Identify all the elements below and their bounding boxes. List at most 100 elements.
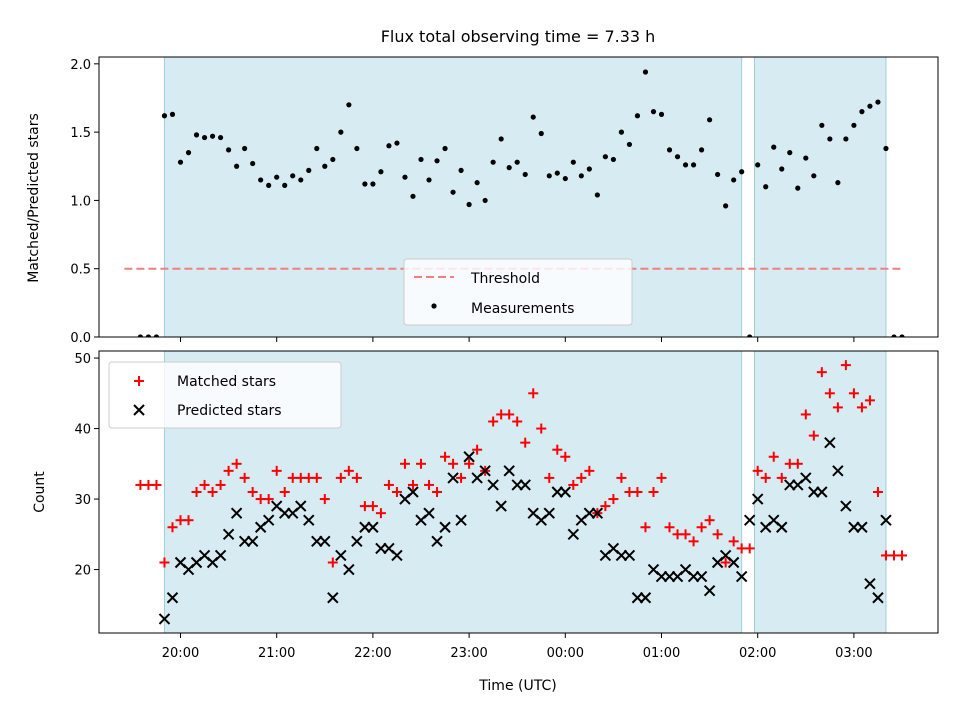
predicted-star-point bbox=[751, 493, 764, 505]
matched-star-point bbox=[752, 465, 763, 476]
measurement-point bbox=[314, 145, 320, 152]
matched-star-point bbox=[440, 451, 451, 462]
legend-measurement-label: Measurements bbox=[471, 301, 574, 317]
matched-star-point bbox=[528, 388, 539, 399]
measurement-point bbox=[450, 189, 456, 195]
matched-star-point bbox=[656, 472, 667, 483]
predicted-star-point bbox=[431, 535, 443, 548]
predicted-star-point bbox=[166, 592, 179, 604]
measurement-point bbox=[715, 171, 721, 178]
matched-star-point bbox=[800, 409, 811, 420]
matched-star-point bbox=[416, 458, 426, 469]
matched-star-point bbox=[696, 522, 707, 533]
matched-star-point bbox=[520, 437, 531, 448]
measurement-point bbox=[306, 167, 312, 173]
matched-star-point bbox=[279, 487, 290, 497]
matched-star-point bbox=[239, 472, 250, 483]
measurement-point bbox=[819, 122, 825, 128]
matched-star-point bbox=[407, 479, 418, 490]
measurement-point bbox=[434, 158, 440, 164]
matched-star-point bbox=[151, 479, 162, 490]
predicted-star-point bbox=[727, 556, 740, 569]
predicted-star-point bbox=[230, 507, 243, 519]
predicted-star-point bbox=[567, 528, 580, 541]
measurement-point bbox=[586, 166, 592, 172]
predicted-star-point bbox=[327, 592, 339, 604]
predicted-star-point bbox=[335, 549, 347, 562]
measurement-point bbox=[538, 130, 544, 137]
matched-star-point bbox=[824, 388, 835, 399]
matched-star-point bbox=[464, 458, 475, 469]
measurement-point bbox=[514, 159, 520, 165]
predicted-star-point bbox=[367, 521, 379, 533]
predicted-star-point bbox=[800, 472, 812, 484]
matched-star-point bbox=[399, 458, 410, 469]
measurement-point bbox=[402, 174, 408, 180]
matched-star-point bbox=[728, 536, 739, 547]
measurement-point bbox=[795, 185, 801, 191]
legend-threshold-label: Threshold bbox=[470, 271, 540, 287]
predicted-star-point bbox=[407, 486, 419, 498]
legend-matched-swatch bbox=[134, 376, 144, 386]
measurement-point bbox=[370, 181, 376, 187]
matched-star-point bbox=[448, 458, 459, 469]
predicted-star-point bbox=[832, 465, 844, 477]
matched-star-point bbox=[335, 472, 346, 483]
x-tick-label: 03:00 bbox=[835, 646, 872, 661]
measurement-point bbox=[153, 334, 160, 337]
measurement-point bbox=[426, 177, 432, 183]
measurement-point bbox=[787, 150, 793, 156]
predicted-star-point bbox=[743, 514, 756, 526]
measurement-point bbox=[274, 174, 280, 180]
x-tick-label: 02:00 bbox=[739, 646, 776, 661]
predicted-star-point bbox=[319, 535, 331, 548]
measurement-point bbox=[234, 163, 240, 169]
matched-star-point bbox=[560, 451, 571, 462]
measurement-point bbox=[634, 113, 641, 119]
matched-star-point bbox=[856, 402, 867, 413]
matched-star-point bbox=[848, 388, 859, 399]
predicted-star-point bbox=[246, 535, 259, 548]
measurement-point bbox=[506, 165, 512, 171]
matched-star-point bbox=[832, 402, 843, 413]
bottom-y-axis-label: Count bbox=[32, 471, 48, 513]
measurement-point bbox=[258, 177, 264, 183]
matched-star-point bbox=[632, 487, 643, 497]
measurement-point bbox=[859, 109, 865, 115]
panel-frame bbox=[98, 350, 939, 634]
matched-star-point bbox=[568, 479, 579, 490]
y-tick-label: 0.0 bbox=[70, 331, 91, 346]
y-tick-label: 30 bbox=[74, 493, 91, 508]
measurement-point bbox=[843, 136, 849, 142]
matched-star-point bbox=[512, 416, 523, 427]
bottom-panel: 20 30 40 50 20:00 21:00 22:00 23:00 00:00 01:00 02… bbox=[74, 350, 939, 661]
matched-star-point bbox=[816, 367, 827, 378]
panel-frame bbox=[98, 56, 939, 338]
measurement-point bbox=[779, 166, 785, 172]
measurement-point bbox=[386, 143, 392, 149]
top-panel: 0.0 0.5 1.0 1.5 2.0 Threshold Measurements bbox=[70, 56, 939, 346]
predicted-star-point bbox=[840, 500, 852, 512]
measurement-point bbox=[602, 154, 608, 160]
y-tick-label: 1.5 bbox=[70, 126, 91, 141]
matched-star-point bbox=[424, 479, 435, 490]
measurement-point bbox=[161, 113, 168, 119]
measurement-point bbox=[201, 134, 208, 141]
matched-star-point bbox=[616, 472, 627, 483]
matched-star-point bbox=[319, 494, 330, 505]
matched-star-point bbox=[327, 557, 338, 568]
legend-box bbox=[403, 258, 633, 326]
measurement-point bbox=[474, 180, 480, 186]
x-tick-label: 20:00 bbox=[162, 646, 199, 661]
matched-star-point bbox=[768, 451, 779, 462]
measurement-point bbox=[546, 173, 552, 179]
observing-window bbox=[753, 57, 887, 337]
measurement-point bbox=[723, 203, 729, 209]
matched-star-point bbox=[231, 458, 242, 469]
measurement-point bbox=[378, 169, 384, 175]
y-tick-label: 1.0 bbox=[70, 194, 91, 209]
matched-star-point bbox=[584, 465, 595, 476]
measurement-point bbox=[642, 69, 649, 75]
measurement-point bbox=[763, 184, 769, 190]
